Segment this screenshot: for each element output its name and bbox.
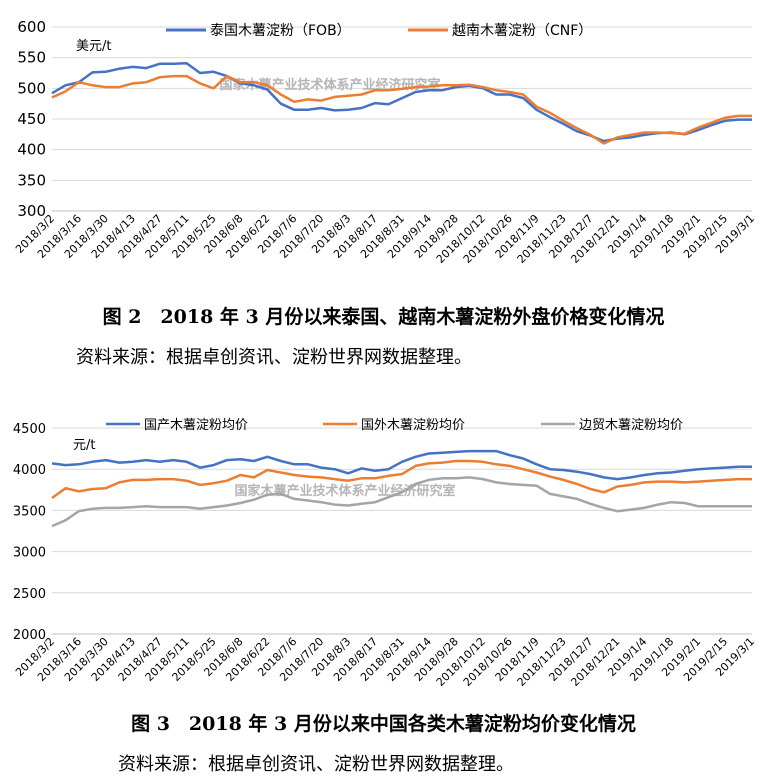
y-tick-label: 550 [17, 49, 46, 67]
legend-label-foreign: 国外木薯淀粉均价 [361, 418, 465, 433]
figure-3-caption: 图 3 2018 年 3 月份以来中国各类木薯淀粉均价变化情况 [131, 713, 636, 735]
y-tick-label: 400 [17, 141, 46, 159]
figure-2-caption: 图 2 2018 年 3 月份以来泰国、越南木薯淀粉外盘价格变化情况 [102, 306, 665, 328]
legend-label-fob: 泰国木薯淀粉（FOB） [210, 23, 351, 39]
chart-domestic-prices: 2000 2500 3000 3500 4000 4500 2018/3/22018/3/… [13, 418, 757, 689]
y-unit-label: 美元/t [76, 39, 111, 54]
series-group [51, 449, 752, 528]
series-line [51, 476, 752, 528]
y-axis-tick-labels: 300 350 400 450 500 550 600 [17, 18, 46, 220]
series-line [51, 449, 752, 481]
y-tick-label: 450 [17, 110, 46, 128]
grid-lines [52, 427, 752, 635]
legend-label-cnf: 越南木薯淀粉（CNF） [452, 23, 592, 39]
legend-label-domestic: 国产木薯淀粉均价 [144, 418, 248, 433]
y-axis-tick-labels: 2000 2500 3000 3500 4000 4500 [13, 422, 46, 643]
chart-domestic-prices-block: 2000 2500 3000 3500 4000 4500 2018/3/2 2018/3/… [0, 405, 767, 699]
legend: 泰国木薯淀粉（FOB） 越南木薯淀粉（CNF） [166, 23, 592, 39]
y-tick-label: 2000 [13, 628, 46, 643]
watermark: 国家木薯产业技术体系产业经济研究室 [234, 483, 455, 499]
series-line [51, 459, 752, 500]
x-axis-tick-labels: 2018/3/22018/3/162018/3/302018/4/132018/… [13, 212, 757, 266]
legend: 国产木薯淀粉均价 国外木薯淀粉均价 边贸木薯淀粉均价 [106, 418, 683, 433]
series-line [51, 74, 752, 145]
y-tick-label: 3500 [13, 504, 46, 519]
legend-label-border: 边贸木薯淀粉均价 [579, 418, 683, 433]
figure-2-source: 资料来源：根据卓创资讯、淀粉世界网数据整理。 [76, 347, 472, 368]
y-tick-label: 3000 [13, 546, 46, 561]
chart-fob-cnf-block: 300 350 400 450 500 550 600 2018/3/2 2018/3/16 2… [0, 0, 767, 274]
chart-fob-cnf: 300 350 400 450 500 550 600 2018/3/22018/3/162… [13, 18, 757, 266]
x-axis-tick-labels: 2018/3/22018/3/162018/3/302018/4/132018/… [13, 635, 757, 689]
y-unit-label: 元/t [73, 438, 95, 453]
y-tick-label: 500 [17, 79, 46, 97]
y-tick-label: 300 [17, 202, 46, 220]
series-group [51, 61, 752, 145]
y-tick-label: 600 [17, 18, 46, 36]
y-tick-label: 350 [17, 171, 46, 189]
series-line [51, 61, 752, 143]
grid-lines [52, 26, 752, 212]
y-tick-label: 4000 [13, 463, 46, 478]
y-tick-label: 2500 [13, 587, 46, 602]
figure-3-source: 资料来源：根据卓创资讯、淀粉世界网数据整理。 [118, 754, 514, 775]
y-tick-label: 4500 [13, 422, 46, 437]
